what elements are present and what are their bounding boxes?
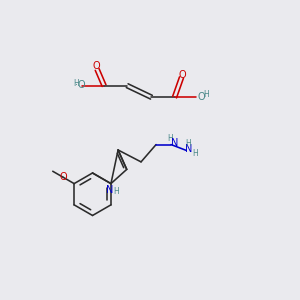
Text: O: O [198, 92, 205, 101]
Text: H: H [203, 90, 208, 99]
Text: H: H [185, 139, 191, 148]
Text: N: N [171, 138, 178, 148]
Text: H: H [192, 149, 198, 158]
Text: H: H [113, 188, 119, 196]
Text: N: N [185, 144, 193, 154]
Text: H: H [73, 79, 79, 88]
Text: ·O: ·O [75, 80, 86, 90]
Text: O: O [59, 172, 67, 182]
Text: N: N [106, 185, 113, 195]
Text: O: O [178, 70, 186, 80]
Text: O: O [93, 61, 100, 71]
Text: H: H [167, 134, 173, 142]
